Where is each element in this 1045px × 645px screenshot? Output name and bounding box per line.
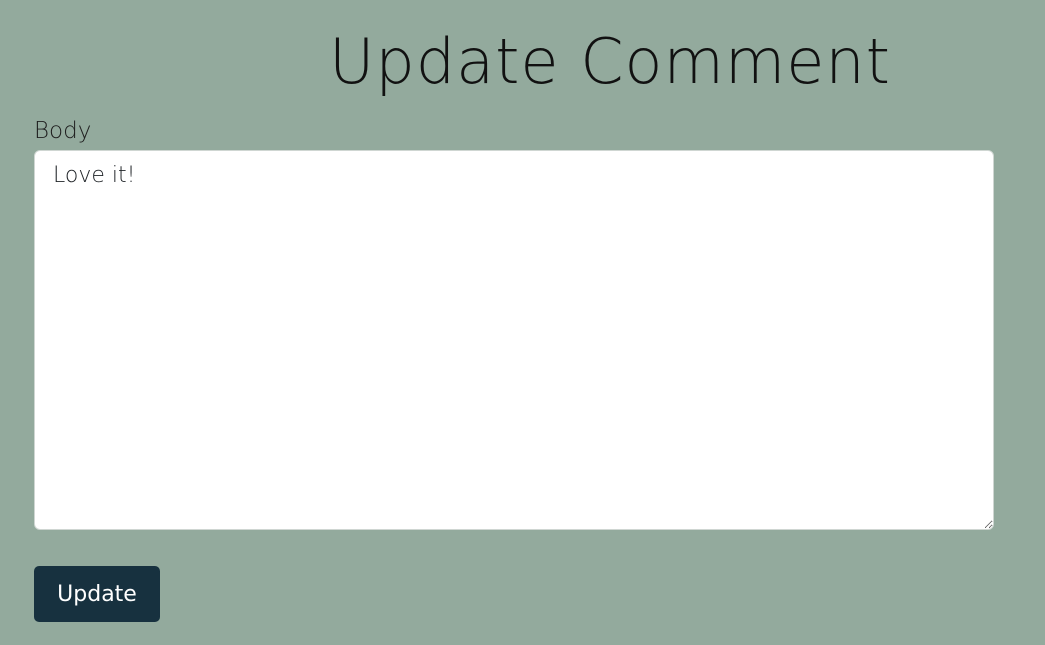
comment-form: Body Love it! [34,116,994,530]
body-textarea[interactable]: Love it! [34,150,994,530]
body-label: Body [34,118,92,144]
update-button[interactable]: Update [34,566,160,622]
page-title: Update Comment [328,25,891,98]
